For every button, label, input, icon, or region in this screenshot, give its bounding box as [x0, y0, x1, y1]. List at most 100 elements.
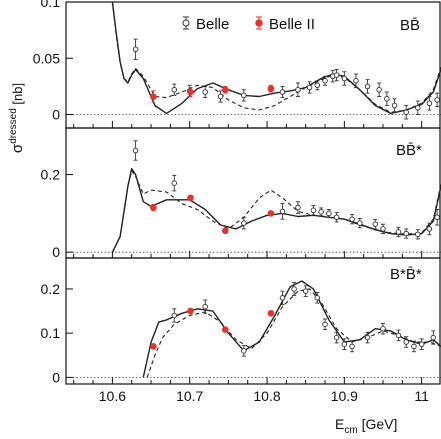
marker-open: [295, 204, 301, 211]
marker-open: [318, 209, 324, 215]
belle2-point: [187, 194, 194, 202]
marker-open: [372, 221, 379, 227]
belle2-point: [267, 84, 275, 93]
marker-filled: [267, 210, 275, 217]
marker-open: [291, 286, 297, 292]
belle-point: [241, 216, 247, 230]
belle-point: [418, 338, 425, 350]
belle-point: [132, 140, 139, 161]
legend-belle-marker: [182, 16, 190, 30]
marker-open: [322, 321, 328, 328]
marker-open: [241, 348, 247, 354]
y-tick-label: 0.1: [41, 325, 61, 341]
marker-open: [426, 100, 433, 106]
belle2-point: [221, 227, 229, 235]
y-axis-superscript: dressed: [8, 108, 19, 144]
legend-belle-label: Belle: [196, 16, 229, 33]
belle-point: [430, 330, 437, 345]
belle-point: [376, 82, 382, 97]
marker-filled: [150, 343, 157, 350]
belle-point: [171, 308, 177, 323]
fit-curve-dashed: [111, 170, 441, 253]
marker-open: [426, 226, 433, 232]
belle-point: [384, 91, 390, 106]
marker-open: [295, 86, 301, 93]
belle-point: [302, 285, 309, 297]
y-tick-label: 0: [52, 244, 60, 260]
belle-point: [322, 75, 328, 86]
marker-open: [380, 325, 386, 332]
marker-filled: [187, 88, 194, 96]
marker-open: [415, 104, 421, 111]
belle-point: [395, 226, 402, 238]
x-tick-label: 10.8: [253, 388, 280, 404]
fit-curve-dashed: [111, 1, 441, 113]
marker-filled: [150, 204, 157, 211]
marker-open: [411, 343, 417, 350]
marker-open: [349, 343, 355, 350]
y-tick-label: 0: [52, 369, 60, 385]
belle-point: [314, 80, 321, 91]
marker-open: [202, 303, 208, 310]
y-axis-title: σdressed [nb]: [8, 83, 26, 153]
belle-point: [349, 340, 355, 353]
belle-point: [279, 290, 286, 305]
belle-point: [202, 299, 208, 314]
marker-open: [326, 210, 332, 217]
marker-open: [314, 82, 321, 88]
marker-filled: [187, 307, 194, 315]
marker-open: [434, 97, 440, 103]
belle-point: [395, 329, 402, 342]
marker-open: [395, 229, 402, 235]
belle-point: [241, 345, 247, 357]
marker-open: [310, 207, 317, 214]
belle-point: [295, 82, 301, 97]
panel-frame: [65, 127, 441, 259]
belle-point: [333, 331, 340, 344]
marker-filled: [267, 309, 275, 317]
belle-point: [434, 92, 440, 108]
belle2-point: [267, 210, 275, 217]
x-axis-unit: [GeV]: [358, 416, 398, 432]
belle-point: [380, 223, 386, 235]
marker-open: [302, 288, 309, 294]
marker-open: [132, 46, 139, 53]
marker-open: [217, 93, 224, 100]
marker-open: [341, 341, 348, 347]
belle2-point: [150, 343, 157, 350]
marker-open: [357, 220, 363, 226]
marker-open: [430, 334, 437, 341]
fit-curve-dashed: [146, 288, 441, 378]
belle-point: [411, 340, 417, 353]
belle2-point: [267, 309, 275, 317]
belle-point: [403, 336, 409, 348]
belle-point: [391, 98, 398, 113]
marker-open: [403, 109, 409, 115]
marker-filled: [150, 93, 157, 100]
belle-point: [426, 222, 433, 236]
belle-point: [357, 217, 363, 229]
marker-open: [279, 295, 286, 301]
belle-point: [341, 338, 348, 350]
belle-point: [310, 205, 317, 216]
panel-label-bstarbstar: B*B̄*: [390, 266, 422, 283]
marker-open: [341, 75, 348, 82]
marker-open: [314, 295, 321, 301]
x-tick-label: 10.6: [99, 388, 126, 404]
marker-open: [403, 230, 409, 237]
belle-point: [403, 228, 409, 239]
marker-open: [241, 92, 247, 99]
marker-open: [171, 312, 177, 319]
belle2-point: [187, 87, 194, 97]
marker-open: [364, 83, 371, 90]
marker-open: [376, 86, 382, 93]
belle2-point: [150, 90, 157, 103]
marker-open: [384, 95, 390, 102]
legend-belle2-marker: [255, 16, 263, 30]
belle-point: [333, 212, 340, 223]
belle-point: [341, 71, 348, 86]
belle-point: [291, 281, 297, 297]
marker-filled: [221, 86, 229, 94]
belle-point: [295, 201, 301, 214]
